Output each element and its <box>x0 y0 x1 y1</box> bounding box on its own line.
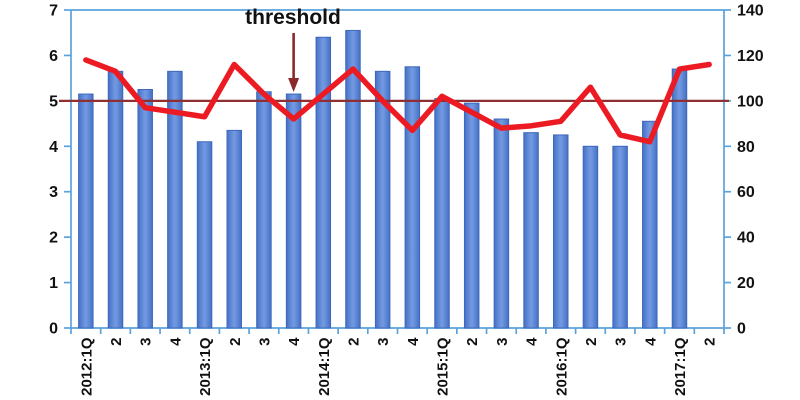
x-axis-category-label: 4 <box>405 337 422 346</box>
index-trend-line <box>83 57 712 145</box>
bar-2 <box>226 129 242 329</box>
bar-20171Q <box>671 68 688 329</box>
x-axis-category-label: 2 <box>464 338 481 346</box>
bar-3 <box>493 118 510 329</box>
bar-3 <box>137 89 153 329</box>
bar-20141Q <box>315 36 332 329</box>
right-axis-tick-label: 80 <box>737 139 755 156</box>
bar-2 <box>345 29 361 329</box>
x-axis-category-label: 2013:1Q <box>197 337 214 396</box>
right-axis-tick-label: 60 <box>737 184 755 201</box>
left-axis-tick-label: 6 <box>49 48 58 65</box>
bar-4 <box>523 132 539 329</box>
bar-3 <box>612 145 628 329</box>
bar-20131Q <box>196 141 213 329</box>
bar-3 <box>374 70 391 329</box>
x-axis-category-label: 4 <box>286 337 303 346</box>
bar-2 <box>107 70 124 329</box>
threshold-annotation-label: threshold <box>245 6 341 29</box>
bar-20121Q <box>78 93 94 329</box>
x-axis-category-label: 2 <box>345 338 362 346</box>
x-axis-category-label: 2 <box>108 338 125 346</box>
bar-20161Q <box>553 134 569 329</box>
bar-4 <box>167 70 183 329</box>
left-axis-tick-label: 7 <box>49 3 58 20</box>
x-axis-category-label: 2 <box>227 338 244 346</box>
x-axis-category-label: 2012:1Q <box>78 337 95 396</box>
left-axis-tick-label: 1 <box>49 275 58 292</box>
x-axis-category-label: 4 <box>524 337 541 346</box>
right-axis-tick-label: 100 <box>737 93 764 110</box>
bar-4 <box>404 66 421 329</box>
x-axis-category-label: 2 <box>583 338 600 346</box>
left-axis-tick-label: 0 <box>49 321 58 338</box>
x-axis-category-label: 2016:1Q <box>553 337 570 396</box>
bar-4 <box>642 120 658 329</box>
x-axis-category-label: 2015:1Q <box>435 337 452 396</box>
x-axis-category-label: 4 <box>167 337 184 346</box>
left-axis-tick-label: 5 <box>49 93 58 110</box>
right-axis-tick-label: 20 <box>737 275 755 292</box>
x-axis-category-label: 4 <box>642 337 659 346</box>
right-axis-tick-label: 120 <box>737 48 764 65</box>
bar-2 <box>582 145 599 329</box>
left-axis-tick-label: 4 <box>49 139 58 156</box>
bar-4 <box>285 93 302 329</box>
x-axis-category-label: 3 <box>138 338 155 346</box>
x-axis-category-label: 3 <box>494 338 511 346</box>
x-axis-category-label: 3 <box>375 338 392 346</box>
x-axis-category-label: 3 <box>613 338 630 346</box>
right-axis-tick-label: 40 <box>737 230 755 247</box>
x-axis-category-label: 2 <box>702 338 719 346</box>
bar-2 <box>463 102 480 329</box>
bar-3 <box>256 91 272 329</box>
threshold-arrow-head-icon <box>288 78 300 92</box>
x-axis-category-label: 2014:1Q <box>316 337 333 396</box>
x-axis-category-label: 2017:1Q <box>672 337 689 396</box>
right-axis-tick-label: 140 <box>737 3 764 20</box>
left-axis-tick-label: 3 <box>49 184 58 201</box>
bar-20151Q <box>434 98 450 329</box>
x-axis-category-label: 3 <box>256 338 273 346</box>
right-axis-tick-label: 0 <box>737 321 746 338</box>
left-axis-tick-label: 2 <box>49 230 58 247</box>
